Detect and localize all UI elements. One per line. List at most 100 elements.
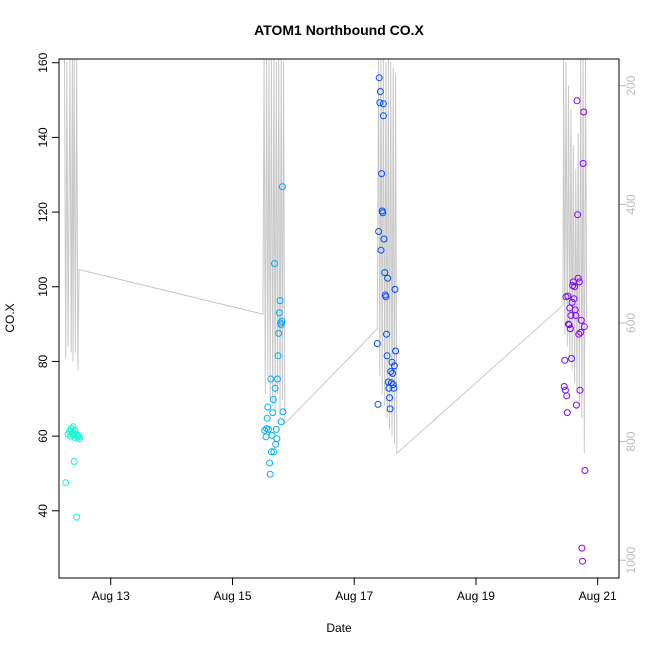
data-point: [579, 160, 587, 167]
data-point: [561, 356, 569, 364]
data-point: [75, 431, 82, 439]
data-point: [373, 340, 381, 347]
y2-tick-label: 800: [624, 431, 638, 451]
y-tick-label: 60: [36, 429, 50, 443]
data-point: [391, 285, 399, 293]
data-point: [574, 211, 582, 219]
data-point: [381, 269, 389, 277]
data-point: [264, 403, 272, 411]
data-point: [263, 414, 271, 422]
data-point: [379, 209, 387, 217]
data-point: [267, 375, 275, 383]
data-point: [274, 375, 281, 383]
data-point: [262, 433, 270, 441]
data-point: [575, 278, 583, 286]
plot-frame: [58, 58, 620, 579]
y-tick-label: 100: [36, 276, 50, 296]
data-point: [379, 100, 387, 108]
data-point: [386, 394, 393, 402]
data-point: [571, 283, 579, 291]
y-axis-label: CO.X: [3, 303, 17, 332]
data-point: [563, 409, 571, 417]
x-tick-label: Aug 21: [579, 589, 617, 603]
data-point: [69, 423, 77, 431]
data-point: [271, 384, 279, 392]
data-point: [575, 330, 583, 338]
data-point: [384, 274, 392, 282]
data-point: [392, 347, 400, 355]
data-point: [387, 368, 395, 375]
data-point: [581, 467, 589, 474]
data-point: [573, 97, 581, 105]
data-point: [279, 408, 287, 416]
data-point: [276, 297, 284, 305]
data-point: [377, 246, 385, 254]
data-point: [390, 362, 398, 370]
data-point: [580, 323, 588, 331]
y-tick-label: 80: [36, 354, 50, 368]
data-point: [574, 274, 582, 282]
data-point: [269, 409, 277, 417]
data-point: [375, 74, 383, 82]
x-tick-label: Aug 19: [457, 589, 495, 603]
data-point: [572, 401, 580, 409]
data-point: [271, 260, 278, 268]
data-point: [383, 330, 390, 338]
data-point: [379, 112, 387, 120]
data-point: [273, 435, 281, 443]
x-axis-label: Date: [326, 621, 352, 635]
data-point: [382, 293, 390, 301]
data-point: [266, 470, 274, 478]
data-point: [73, 513, 81, 521]
x-tick-label: Aug 15: [213, 589, 251, 603]
data-point: [565, 320, 572, 328]
data-point: [565, 321, 573, 329]
data-point: [376, 88, 384, 95]
y2-tick-label: 600: [624, 313, 638, 333]
data-point: [389, 381, 397, 389]
data-point: [272, 425, 280, 433]
data-point: [70, 458, 78, 465]
data-point: [560, 383, 568, 390]
y-tick-label: 140: [36, 127, 50, 147]
data-point: [378, 170, 386, 178]
data-point: [264, 425, 272, 433]
data-point: [568, 298, 576, 306]
data-point: [568, 355, 575, 362]
data-point: [577, 328, 585, 336]
depth-profile-layer: [64, 58, 588, 455]
data-point: [380, 235, 388, 243]
data-point: [383, 352, 391, 360]
axes-layer: Aug 13 Aug 15 Aug 17 Aug 19 Aug 21 40 60 80 100 1…: [36, 52, 638, 603]
data-point: [390, 384, 398, 392]
data-point: [268, 431, 276, 439]
chart-title: ATOM1 Northbound CO.X: [254, 22, 424, 38]
data-point: [578, 544, 586, 552]
x-tick-label: Aug 13: [92, 589, 130, 603]
data-point: [375, 228, 383, 235]
data-point: [270, 448, 278, 456]
data-point: [272, 440, 280, 448]
data-point: [269, 396, 277, 403]
data-point: [386, 405, 394, 413]
data-point: [278, 183, 286, 191]
data-point: [278, 317, 286, 325]
data-point: [389, 369, 397, 377]
data-point: [266, 459, 274, 467]
y2-tick-label: 200: [624, 75, 638, 95]
data-point: [376, 99, 384, 107]
data-point: [570, 295, 578, 303]
data-point: [267, 448, 275, 456]
data-point: [580, 108, 588, 116]
data-point: [62, 479, 70, 487]
data-point: [387, 379, 395, 387]
data-point: [67, 425, 75, 433]
data-point: [261, 427, 269, 434]
data-point: [563, 392, 571, 400]
data-point: [579, 557, 586, 565]
data-point: [275, 309, 283, 317]
data-point: [388, 358, 396, 366]
y-tick-label: 160: [36, 52, 50, 72]
data-point: [566, 325, 574, 333]
